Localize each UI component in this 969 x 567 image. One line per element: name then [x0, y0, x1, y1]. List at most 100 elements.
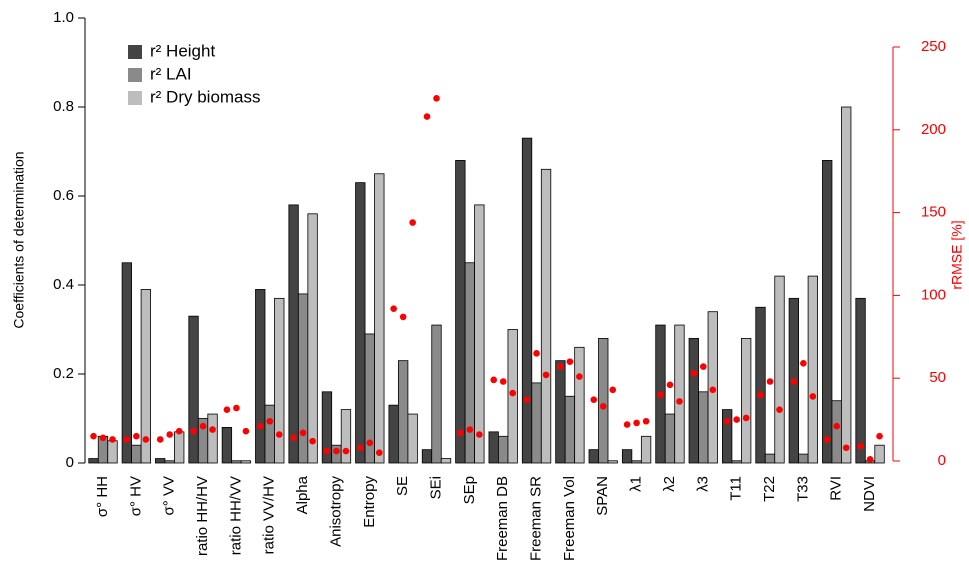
bar: [831, 400, 842, 464]
bar: [207, 413, 218, 464]
x-tick-label: ratio VV/HV: [261, 476, 278, 554]
bar: [307, 213, 318, 464]
y-tick-label: 0.8: [53, 98, 74, 115]
bar: [355, 182, 366, 464]
bar: [455, 159, 466, 464]
rrmse-dot: [342, 447, 350, 455]
bar: [698, 391, 709, 464]
rrmse-dot: [433, 95, 440, 102]
bar: [397, 360, 409, 464]
rrmse-dot: [533, 350, 540, 357]
rrmse-dot: [800, 359, 807, 367]
bar: [255, 289, 266, 464]
rrmse-dot: [566, 358, 574, 365]
bar: [321, 391, 333, 464]
bar: [431, 324, 442, 464]
y2-axis-label: rRMSE [%]: [949, 220, 965, 289]
x-tick-label: T11: [728, 476, 745, 501]
rrmse-dot: [876, 432, 883, 440]
y2-tick-label: 200: [921, 121, 946, 138]
bar: [722, 409, 733, 464]
rrmse-dot: [423, 113, 431, 120]
bar: [688, 337, 699, 464]
bar: [798, 453, 809, 464]
bar: [588, 449, 599, 464]
x-tick-label: Freeman DB: [494, 476, 511, 561]
y-axis-label: Coefficients of determination: [11, 151, 27, 328]
bar: [855, 297, 866, 464]
rrmse-dot: [609, 386, 617, 394]
bar: [741, 337, 752, 464]
bar: [807, 275, 818, 464]
bar: [131, 444, 142, 464]
rrmse-dot: [357, 444, 364, 452]
rrmse-dot: [590, 396, 598, 404]
bar: [297, 293, 309, 464]
x-tick-label: Anisotropy: [327, 476, 344, 547]
rrmse-dot: [623, 421, 631, 428]
rrmse-dot: [833, 422, 840, 430]
bar: [540, 168, 552, 464]
rrmse-dot: [823, 436, 831, 443]
bar: [107, 440, 118, 464]
y-tick-label: 0.6: [53, 187, 74, 204]
rrmse-dot: [242, 427, 250, 435]
bar: [274, 297, 285, 464]
y-tick-label: 1.0: [53, 9, 74, 26]
legend-label: r² Dry biomass: [150, 87, 261, 106]
bar: [874, 444, 885, 464]
bar: [774, 275, 785, 464]
rrmse-dot: [142, 436, 150, 443]
rrmse-dot: [766, 378, 774, 385]
bar: [474, 204, 485, 464]
rrmse-dot: [599, 403, 607, 410]
y-tick-label: 0: [66, 454, 74, 471]
bar: [240, 460, 252, 464]
rrmse-dot: [166, 431, 173, 438]
rrmse-dot: [523, 396, 531, 404]
bar: [621, 449, 633, 464]
bar: [521, 137, 533, 464]
bar: [607, 460, 618, 464]
rrmse-dot: [700, 363, 707, 370]
rrmse-dot: [757, 391, 764, 399]
bar: [531, 382, 542, 464]
bar: [764, 453, 776, 464]
bar: [221, 426, 233, 464]
rrmse-dot: [723, 417, 731, 425]
bar: [841, 106, 852, 464]
rrmse-dot: [690, 369, 698, 377]
bar: [498, 435, 509, 464]
x-tick-label: ratio HH/VV: [227, 476, 244, 555]
rrmse-dot: [266, 417, 274, 425]
legend-swatch: [128, 68, 142, 82]
bar: [755, 306, 766, 464]
x-tick-label: T22: [761, 476, 778, 502]
y2-tick-label: 0: [938, 452, 946, 469]
bar: [488, 431, 499, 464]
x-tick-label: λ2: [661, 476, 678, 492]
x-tick-label: σ° HV: [127, 476, 144, 516]
x-tick-label: SE: [394, 476, 411, 496]
rrmse-dot: [366, 439, 374, 447]
rrmse-dot: [542, 371, 550, 379]
bar: [264, 404, 275, 464]
x-tick-label: RVI: [828, 476, 845, 501]
bar: [407, 413, 418, 464]
bar: [231, 460, 242, 464]
rrmse-dot: [199, 422, 207, 430]
rrmse-dot: [99, 434, 107, 442]
x-tick-label: Alpha: [294, 475, 311, 514]
rrmse-dot: [309, 437, 316, 445]
y2-tick-label: 250: [921, 38, 946, 55]
rrmse-dot: [857, 442, 864, 450]
rrmse-dot: [376, 449, 383, 457]
x-tick-label: λ3: [694, 476, 711, 492]
y-tick-label: 0.2: [53, 365, 74, 382]
bar: [674, 324, 685, 464]
rrmse-dot: [499, 378, 507, 385]
bar: [388, 404, 399, 464]
rrmse-dot: [666, 381, 674, 389]
rrmse-dot: [457, 429, 464, 437]
